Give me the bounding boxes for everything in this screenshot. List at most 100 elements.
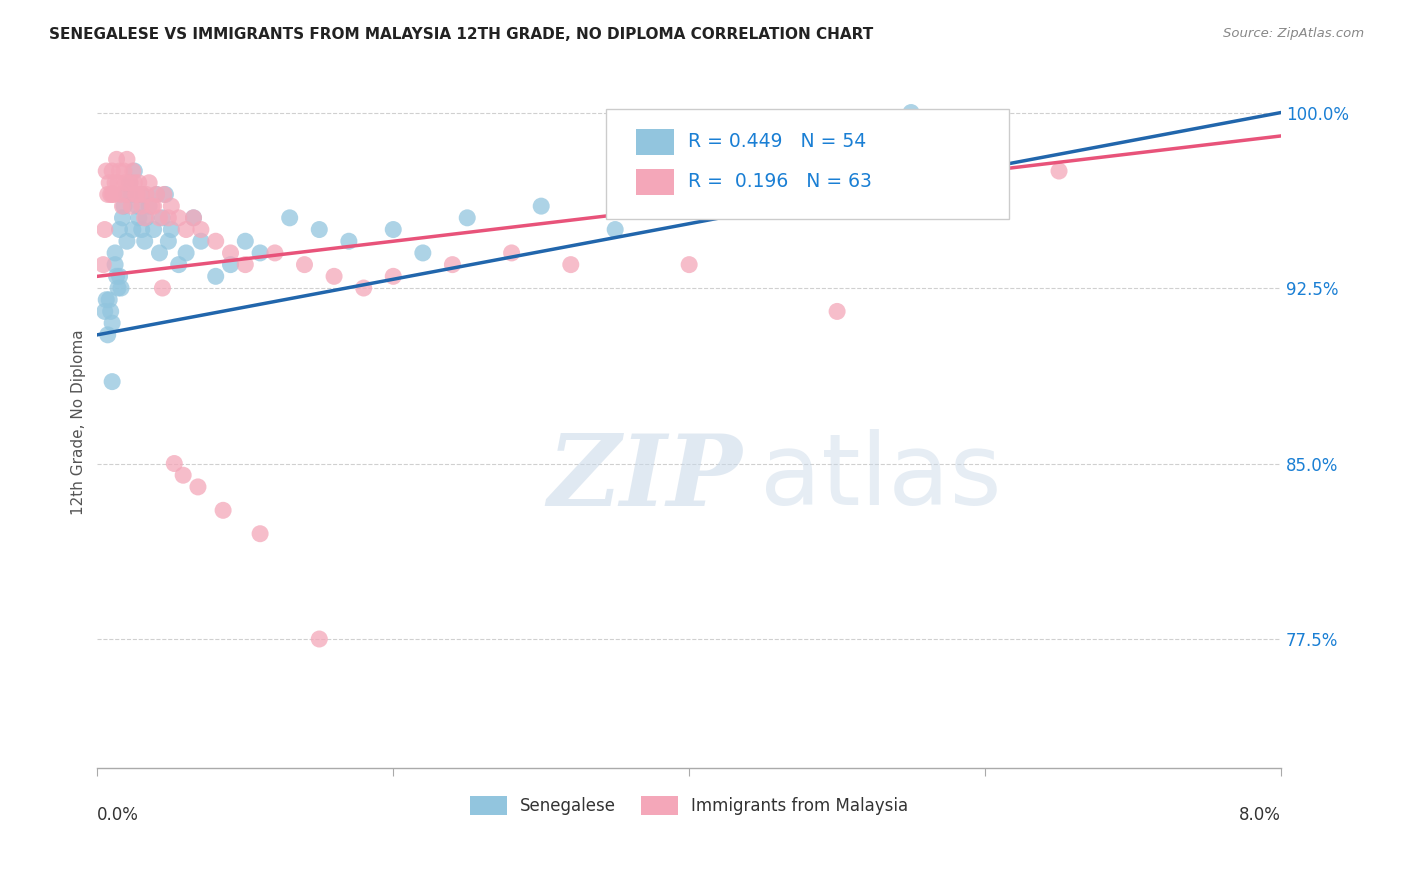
Senegalese: [605, 222, 627, 236]
Immigrants from Malaysia: [382, 269, 405, 284]
Senegalese: [111, 211, 134, 225]
Immigrants from Malaysia: [135, 187, 157, 202]
Senegalese: [693, 176, 716, 190]
Senegalese: [131, 187, 153, 202]
Senegalese: [249, 246, 271, 260]
Immigrants from Malaysia: [1047, 164, 1070, 178]
Immigrants from Malaysia: [212, 503, 235, 517]
Senegalese: [96, 293, 118, 307]
Immigrants from Malaysia: [153, 187, 176, 202]
Senegalese: [160, 222, 183, 236]
Text: atlas: atlas: [761, 429, 1002, 526]
Immigrants from Malaysia: [131, 199, 153, 213]
Text: R = 0.449   N = 54: R = 0.449 N = 54: [688, 132, 866, 151]
Immigrants from Malaysia: [172, 468, 194, 483]
Immigrants from Malaysia: [219, 246, 242, 260]
Senegalese: [120, 187, 142, 202]
Y-axis label: 12th Grade, No Diploma: 12th Grade, No Diploma: [72, 330, 86, 516]
Immigrants from Malaysia: [501, 246, 523, 260]
Senegalese: [105, 269, 128, 284]
Senegalese: [128, 211, 150, 225]
Senegalese: [190, 234, 212, 248]
Senegalese: [174, 246, 197, 260]
Immigrants from Malaysia: [98, 176, 121, 190]
Senegalese: [152, 211, 174, 225]
Senegalese: [157, 234, 180, 248]
Senegalese: [134, 234, 156, 248]
Immigrants from Malaysia: [145, 187, 167, 202]
Immigrants from Malaysia: [91, 258, 114, 272]
Senegalese: [131, 222, 153, 236]
Senegalese: [115, 187, 138, 202]
Senegalese: [145, 187, 167, 202]
Immigrants from Malaysia: [678, 258, 700, 272]
Immigrants from Malaysia: [131, 187, 153, 202]
Immigrants from Malaysia: [152, 281, 174, 295]
Text: R =  0.196   N = 63: R = 0.196 N = 63: [688, 172, 872, 191]
Immigrants from Malaysia: [141, 199, 163, 213]
Immigrants from Malaysia: [110, 187, 132, 202]
Text: ZIP: ZIP: [547, 430, 742, 526]
Senegalese: [456, 211, 478, 225]
Immigrants from Malaysia: [111, 199, 134, 213]
FancyBboxPatch shape: [606, 109, 1008, 219]
Immigrants from Malaysia: [104, 176, 127, 190]
Immigrants from Malaysia: [157, 211, 180, 225]
Immigrants from Malaysia: [323, 269, 346, 284]
Senegalese: [121, 222, 143, 236]
Senegalese: [382, 222, 405, 236]
Immigrants from Malaysia: [825, 304, 848, 318]
Immigrants from Malaysia: [121, 164, 143, 178]
Legend: Senegalese, Immigrants from Malaysia: Senegalese, Immigrants from Malaysia: [464, 789, 915, 822]
Bar: [636, 128, 673, 154]
Immigrants from Malaysia: [107, 176, 129, 190]
Text: 0.0%: 0.0%: [97, 805, 139, 823]
Immigrants from Malaysia: [167, 211, 190, 225]
Senegalese: [104, 246, 127, 260]
Senegalese: [108, 269, 131, 284]
Senegalese: [155, 187, 177, 202]
Senegalese: [118, 176, 141, 190]
Immigrants from Malaysia: [560, 258, 582, 272]
Immigrants from Malaysia: [134, 211, 156, 225]
Senegalese: [108, 222, 131, 236]
Senegalese: [412, 246, 434, 260]
Immigrants from Malaysia: [142, 199, 165, 213]
Immigrants from Malaysia: [101, 187, 124, 202]
Immigrants from Malaysia: [190, 222, 212, 236]
Senegalese: [94, 304, 117, 318]
Senegalese: [112, 199, 135, 213]
Immigrants from Malaysia: [183, 211, 205, 225]
Immigrants from Malaysia: [101, 164, 124, 178]
Senegalese: [127, 199, 149, 213]
Senegalese: [107, 281, 129, 295]
Bar: [636, 169, 673, 194]
Senegalese: [167, 258, 190, 272]
Immigrants from Malaysia: [127, 187, 149, 202]
Immigrants from Malaysia: [138, 176, 160, 190]
Immigrants from Malaysia: [128, 176, 150, 190]
Immigrants from Malaysia: [249, 526, 271, 541]
Senegalese: [104, 258, 127, 272]
Immigrants from Malaysia: [96, 164, 118, 178]
Immigrants from Malaysia: [308, 632, 330, 646]
Senegalese: [219, 258, 242, 272]
Text: SENEGALESE VS IMMIGRANTS FROM MALAYSIA 12TH GRADE, NO DIPLOMA CORRELATION CHART: SENEGALESE VS IMMIGRANTS FROM MALAYSIA 1…: [49, 27, 873, 42]
Senegalese: [98, 293, 121, 307]
Immigrants from Malaysia: [97, 187, 120, 202]
Immigrants from Malaysia: [100, 187, 122, 202]
Senegalese: [142, 222, 165, 236]
Immigrants from Malaysia: [120, 199, 142, 213]
Immigrants from Malaysia: [148, 211, 170, 225]
Senegalese: [101, 375, 124, 389]
Senegalese: [135, 211, 157, 225]
Senegalese: [337, 234, 360, 248]
Senegalese: [115, 234, 138, 248]
Senegalese: [138, 199, 160, 213]
Immigrants from Malaysia: [204, 234, 226, 248]
Immigrants from Malaysia: [441, 258, 464, 272]
Text: Source: ZipAtlas.com: Source: ZipAtlas.com: [1223, 27, 1364, 40]
Immigrants from Malaysia: [108, 164, 131, 178]
Immigrants from Malaysia: [233, 258, 256, 272]
Immigrants from Malaysia: [187, 480, 209, 494]
